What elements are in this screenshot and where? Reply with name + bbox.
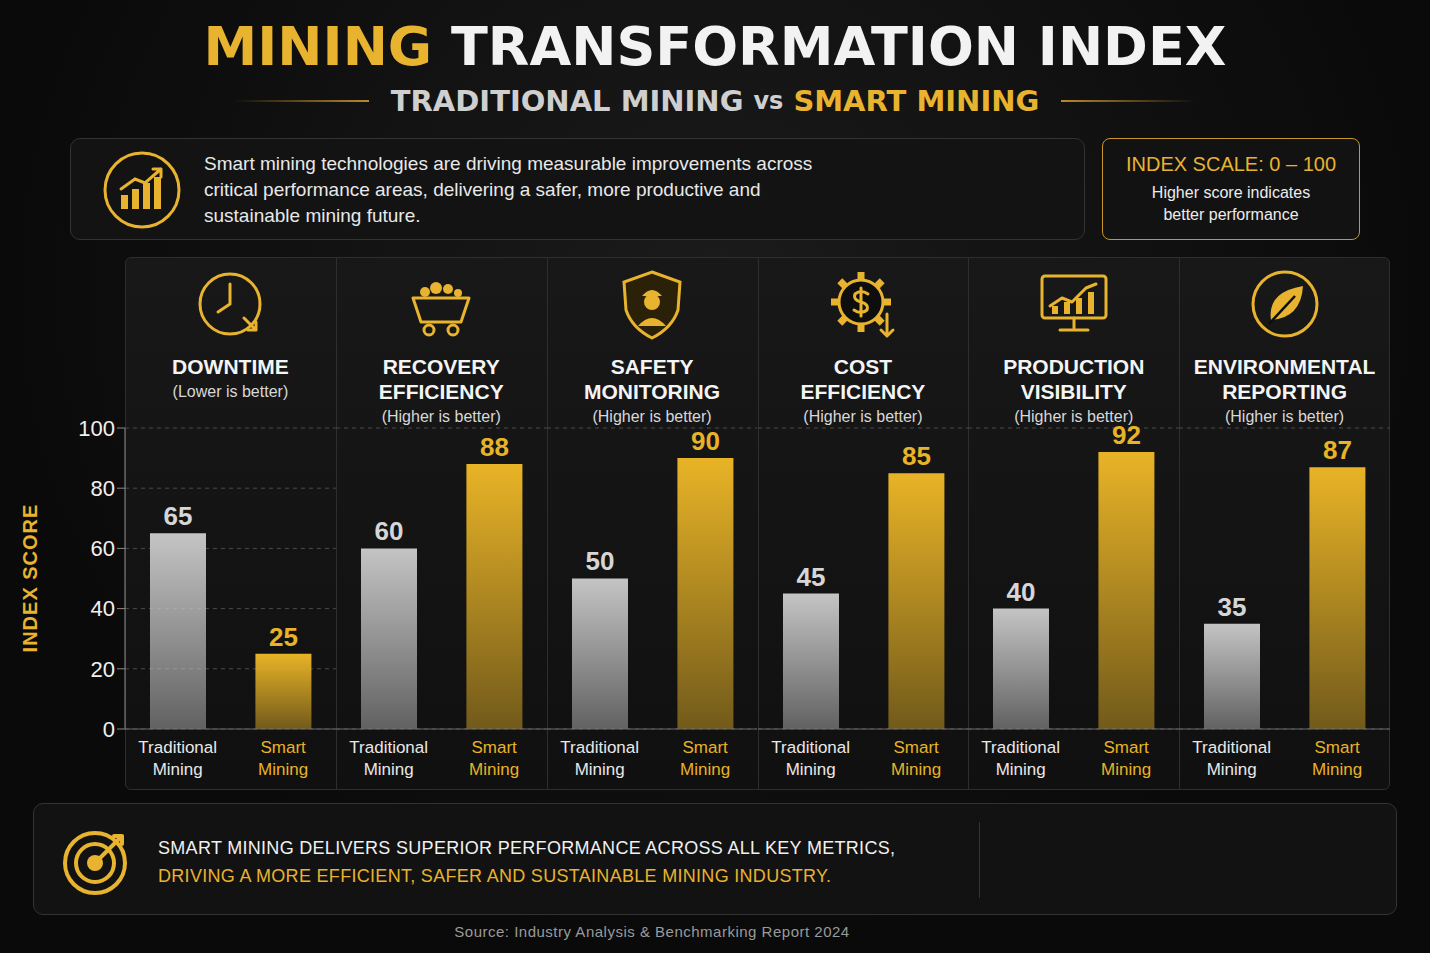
svg-text:20: 20 bbox=[91, 657, 115, 682]
html-text:COST: COST bbox=[833, 355, 893, 378]
html-text:Higher score indicates better: Higher score indicates better performanc… bbox=[1151, 184, 1311, 223]
html-text:EFFICIENCY: EFFICIENCY bbox=[378, 380, 504, 403]
svg-text:45: 45 bbox=[796, 562, 825, 592]
svg-text:92: 92 bbox=[1112, 420, 1141, 450]
html-text:(Higher is better): (Higher is better) bbox=[1225, 408, 1345, 425]
html-text:TRADITIONAL MINING vs SMART MI: TRADITIONAL MINING vs SMART MINING bbox=[390, 84, 1040, 118]
svg-text:TraditionalMining: TraditionalMining bbox=[560, 738, 639, 779]
html-text:RECOVERY: RECOVERY bbox=[382, 355, 500, 378]
svg-text:SmartMining: SmartMining bbox=[891, 738, 941, 779]
html-text:PRODUCTION: PRODUCTION bbox=[1003, 355, 1145, 378]
html-text:(Higher is better): (Higher is better) bbox=[1014, 408, 1134, 425]
svg-text:25: 25 bbox=[269, 622, 298, 652]
html-text:SMART MINING DELIVERS SUPERIOR: SMART MINING DELIVERS SUPERIOR PERFORMAN… bbox=[158, 838, 896, 858]
svg-text:TraditionalMining: TraditionalMining bbox=[349, 738, 428, 779]
html-text:ENVIRONMENTAL: ENVIRONMENTAL bbox=[1193, 355, 1376, 378]
svg-text:0: 0 bbox=[103, 717, 115, 742]
svg-text:100: 100 bbox=[78, 416, 115, 441]
html-text:(Higher is better): (Higher is better) bbox=[803, 408, 923, 425]
html-text:DOWNTIME: DOWNTIME bbox=[172, 355, 289, 378]
svg-text:SmartMining: SmartMining bbox=[1101, 738, 1151, 779]
svg-text:40: 40 bbox=[1007, 577, 1036, 607]
svg-text:60: 60 bbox=[374, 516, 403, 546]
html-text:MONITORING: MONITORING bbox=[584, 380, 721, 403]
svg-text:50: 50 bbox=[585, 547, 614, 577]
html-text:EFFICIENCY: EFFICIENCY bbox=[800, 380, 926, 403]
html-text:(Lower is better): (Lower is better) bbox=[172, 383, 289, 400]
svg-text:60: 60 bbox=[91, 536, 115, 561]
svg-text:TraditionalMining: TraditionalMining bbox=[1193, 738, 1272, 779]
svg-text:40: 40 bbox=[91, 596, 115, 621]
html-text:sustainable mining future.: sustainable mining future. bbox=[204, 205, 421, 226]
svg-text:85: 85 bbox=[901, 441, 930, 471]
html-text:Smart mining technologies are: Smart mining technologies are driving me… bbox=[204, 153, 813, 174]
svg-text:80: 80 bbox=[91, 476, 115, 501]
html-text:(Higher is better): (Higher is better) bbox=[592, 408, 712, 425]
svg-text:87: 87 bbox=[1323, 435, 1352, 465]
html-text:SAFETY: SAFETY bbox=[610, 355, 694, 378]
html-text:INDEX SCORE: INDEX SCORE bbox=[18, 503, 41, 653]
svg-text:TraditionalMining: TraditionalMining bbox=[982, 738, 1061, 779]
svg-text:TraditionalMining: TraditionalMining bbox=[771, 738, 850, 779]
svg-text:TraditionalMining: TraditionalMining bbox=[138, 738, 217, 779]
html-text:REPORTING: REPORTING bbox=[1222, 380, 1347, 403]
svg-text:SmartMining: SmartMining bbox=[680, 738, 730, 779]
svg-text:SmartMining: SmartMining bbox=[1312, 738, 1362, 779]
html-text:(Higher is better): (Higher is better) bbox=[381, 408, 501, 425]
html-text:Source: Industry Analysis & Be: Source: Industry Analysis & Benchmarking… bbox=[454, 923, 850, 940]
svg-text:SmartMining: SmartMining bbox=[469, 738, 519, 779]
html-text:INDEX SCALE: 0 – 100: INDEX SCALE: 0 – 100 bbox=[1125, 153, 1336, 175]
svg-text:90: 90 bbox=[691, 426, 720, 456]
svg-text:SmartMining: SmartMining bbox=[258, 738, 308, 779]
html-text:DRIVING A MORE EFFICIENT, SAFE: DRIVING A MORE EFFICIENT, SAFER AND SUST… bbox=[158, 866, 832, 886]
html-text:VISIBILITY: VISIBILITY bbox=[1020, 380, 1127, 403]
svg-text:65: 65 bbox=[164, 501, 193, 531]
svg-text:88: 88 bbox=[480, 432, 509, 462]
html-text:critical performance areas, de: critical performance areas, delivering a… bbox=[204, 179, 761, 200]
svg-text:35: 35 bbox=[1218, 592, 1247, 622]
html-text:MINING TRANSFORMATION INDEX: MINING TRANSFORMATION INDEX bbox=[203, 15, 1227, 78]
